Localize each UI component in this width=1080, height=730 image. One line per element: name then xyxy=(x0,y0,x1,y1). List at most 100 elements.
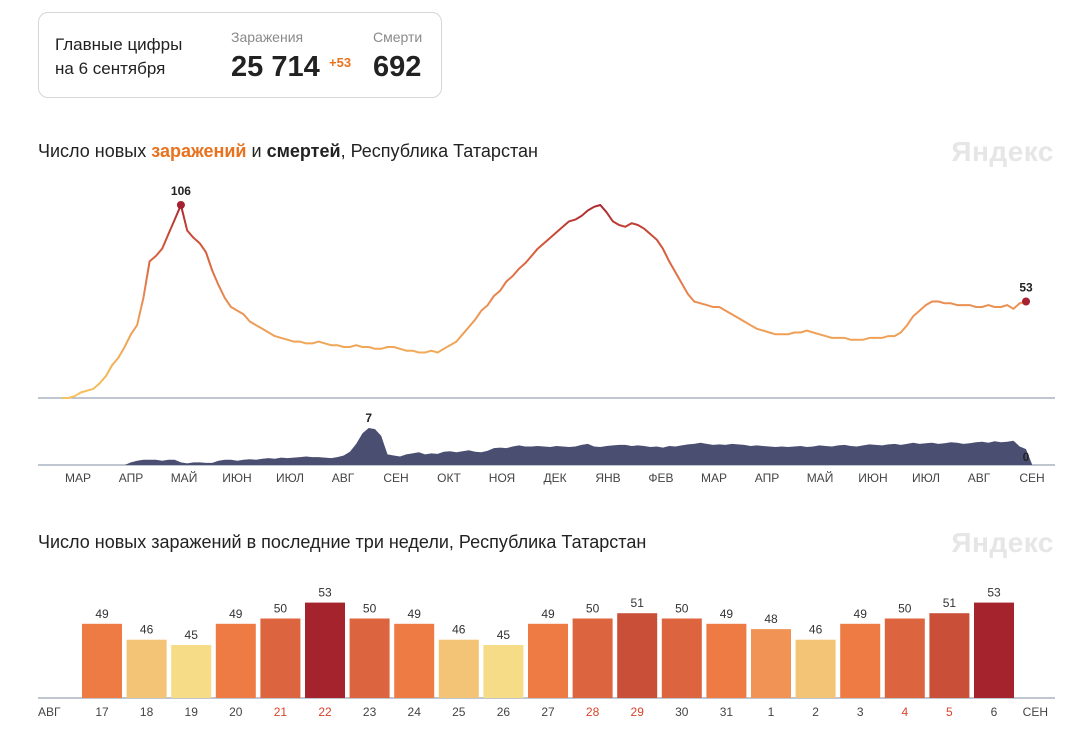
month-tick-label: ИЮН xyxy=(222,471,251,485)
bar-category-label: 5 xyxy=(946,705,953,719)
bar xyxy=(661,618,702,698)
bar-category-label: 23 xyxy=(363,705,377,719)
bar xyxy=(126,639,167,698)
infections-line xyxy=(62,204,1027,399)
bar-value-label: 53 xyxy=(318,586,332,600)
bar xyxy=(706,623,747,698)
month-tick-label: АВГ xyxy=(968,471,991,485)
month-tick-label: ИЮЛ xyxy=(276,471,304,485)
bar-value-label: 46 xyxy=(140,623,154,637)
bar-category-label: 2 xyxy=(812,705,819,719)
bar-category-label: 30 xyxy=(675,705,689,719)
three-weeks-bar-chart: 4917461845194920502153225023492446254526… xyxy=(38,586,1055,719)
bar-category-label: 18 xyxy=(140,705,154,719)
bar-value-label: 53 xyxy=(987,586,1001,600)
bar-axis-end-label: СЕН xyxy=(1023,705,1048,719)
bar-category-label: 28 xyxy=(586,705,600,719)
bar-value-label: 45 xyxy=(185,628,199,642)
bar-value-label: 45 xyxy=(497,628,511,642)
chart2-title: Число новых заражений в последние три не… xyxy=(38,532,647,552)
bar xyxy=(483,645,524,698)
deaths-peak-label: 7 xyxy=(365,411,372,425)
infections-peak-point xyxy=(176,201,185,209)
bar-value-label: 51 xyxy=(943,596,957,610)
summary-heading-line2: на 6 сентября xyxy=(55,59,166,78)
month-tick-label: СЕН xyxy=(1019,471,1044,485)
bar-value-label: 49 xyxy=(720,607,734,621)
bar-value-label: 46 xyxy=(452,623,466,637)
bar-category-label: 22 xyxy=(318,705,332,719)
bar-value-label: 48 xyxy=(764,612,778,626)
bar-value-label: 50 xyxy=(363,602,377,616)
bar-category-label: 19 xyxy=(185,705,199,719)
deaths-value: 692 xyxy=(373,51,422,83)
bar-value-label: 49 xyxy=(408,607,422,621)
month-tick-label: АПР xyxy=(755,471,780,485)
chart1-title-infections: заражений xyxy=(151,141,247,161)
bar xyxy=(929,613,970,698)
month-tick-label: НОЯ xyxy=(489,471,515,485)
bar xyxy=(840,623,881,698)
bar-value-label: 46 xyxy=(809,623,823,637)
bar-value-label: 50 xyxy=(675,602,689,616)
bar-category-label: 1 xyxy=(768,705,775,719)
chart1-title-part: Число новых xyxy=(38,141,152,161)
bar-category-label: 26 xyxy=(497,705,511,719)
bar xyxy=(171,645,212,698)
bar-category-label: 3 xyxy=(857,705,864,719)
infections-label: Заражения xyxy=(231,29,304,45)
bar-value-label: 49 xyxy=(854,607,868,621)
bar-category-label: 29 xyxy=(631,705,645,719)
bar xyxy=(215,623,256,698)
bar-value-label: 49 xyxy=(229,607,243,621)
month-tick-label: ОКТ xyxy=(437,471,461,485)
chart1-title: Число новых заражений и смертей, Республ… xyxy=(38,141,538,162)
bar xyxy=(260,618,301,698)
infections-value: 25 714 xyxy=(231,51,320,83)
bar xyxy=(82,623,122,698)
month-tick-label: МАР xyxy=(65,471,91,485)
month-tick-label: СЕН xyxy=(383,471,408,485)
bar-value-label: 49 xyxy=(95,607,109,621)
month-tick-label: ИЮЛ xyxy=(912,471,940,485)
deaths-area xyxy=(62,428,1033,465)
bar xyxy=(438,639,479,698)
month-tick-label: АВГ xyxy=(332,471,355,485)
bar-value-label: 50 xyxy=(898,602,912,616)
month-tick-label: МАР xyxy=(701,471,727,485)
bar xyxy=(349,618,390,698)
chart1-title-deaths: смертей xyxy=(266,141,341,161)
month-tick-label: МАЙ xyxy=(807,470,834,485)
month-tick-label: ДЕК xyxy=(543,471,566,485)
bar-category-label: 4 xyxy=(901,705,908,719)
infections-peak-label: 106 xyxy=(171,184,191,198)
bar xyxy=(884,618,925,698)
infections-last-point xyxy=(1022,297,1030,306)
bar xyxy=(617,613,658,698)
month-tick-label: ИЮН xyxy=(858,471,887,485)
month-tick-label: ЯНВ xyxy=(595,471,620,485)
deaths-label: Смерти xyxy=(373,29,423,45)
summary-card: Главные цифры на 6 сентября Заражения 25… xyxy=(38,12,442,98)
deaths-last-label: 0 xyxy=(1023,450,1030,464)
month-tick-label: МАЙ xyxy=(171,470,198,485)
bar-category-label: 24 xyxy=(408,705,422,719)
bar-category-label: 6 xyxy=(991,705,998,719)
bar-category-label: 27 xyxy=(541,705,555,719)
yandex-watermark: Яндекс xyxy=(951,136,1054,167)
bar-category-label: 17 xyxy=(95,705,109,719)
summary-heading-line1: Главные цифры xyxy=(55,35,183,54)
yandex-watermark: Яндекс xyxy=(951,527,1054,558)
bar xyxy=(528,623,568,698)
month-tick-label: ФЕВ xyxy=(648,471,673,485)
bar-value-label: 51 xyxy=(631,596,645,610)
bar-category-label: 21 xyxy=(274,705,288,719)
bar xyxy=(305,602,345,698)
bar-value-label: 49 xyxy=(541,607,555,621)
bar-axis-start-label: АВГ xyxy=(38,705,61,719)
bar xyxy=(394,623,435,698)
infections-deaths-chart: 106 53 7 0 МАР АПР МАЙ ИЮН ИЮЛ АВГ СЕН ОКТ НОЯ ДЕК ЯНВ… xyxy=(38,184,1055,485)
bar-value-label: 50 xyxy=(586,602,600,616)
chart1-title-part: , Республика Татарстан xyxy=(340,141,538,161)
